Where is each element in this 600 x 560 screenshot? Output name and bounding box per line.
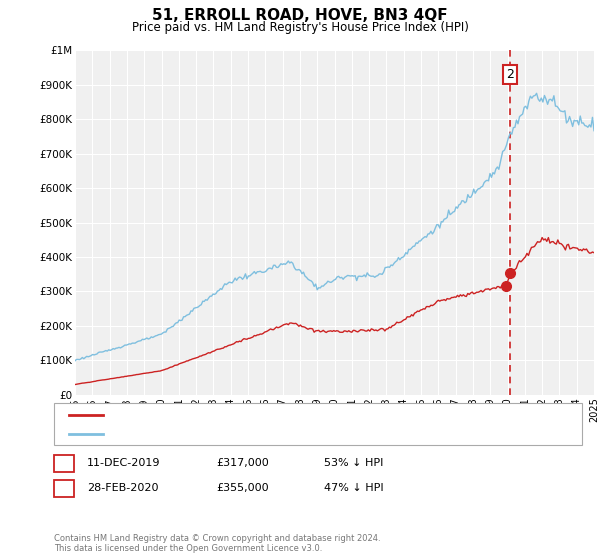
Text: HPI: Average price, detached house, Brighton and Hove: HPI: Average price, detached house, Brig… <box>108 429 398 439</box>
Text: 11-DEC-2019: 11-DEC-2019 <box>87 458 161 468</box>
Text: £355,000: £355,000 <box>216 483 269 493</box>
Text: 1: 1 <box>60 456 68 470</box>
Text: 51, ERROLL ROAD, HOVE, BN3 4QF: 51, ERROLL ROAD, HOVE, BN3 4QF <box>152 8 448 24</box>
Text: 2: 2 <box>60 482 68 495</box>
Text: £317,000: £317,000 <box>216 458 269 468</box>
Text: 53% ↓ HPI: 53% ↓ HPI <box>324 458 383 468</box>
Text: 2: 2 <box>506 68 514 81</box>
Text: 28-FEB-2020: 28-FEB-2020 <box>87 483 158 493</box>
Text: 47% ↓ HPI: 47% ↓ HPI <box>324 483 383 493</box>
Text: Price paid vs. HM Land Registry's House Price Index (HPI): Price paid vs. HM Land Registry's House … <box>131 21 469 34</box>
Text: Contains HM Land Registry data © Crown copyright and database right 2024.
This d: Contains HM Land Registry data © Crown c… <box>54 534 380 553</box>
Text: 51, ERROLL ROAD, HOVE, BN3 4QF (detached house): 51, ERROLL ROAD, HOVE, BN3 4QF (detached… <box>108 409 385 419</box>
